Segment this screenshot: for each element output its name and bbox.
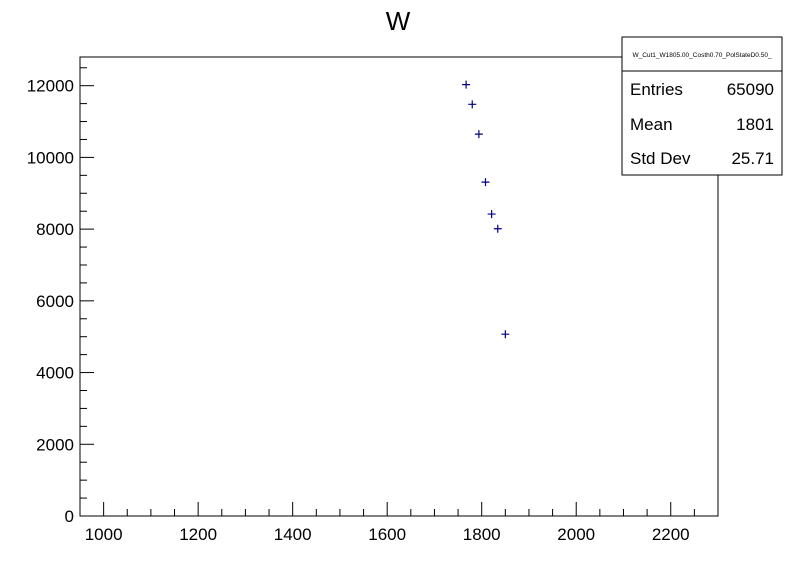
y-tick-label: 2000: [36, 435, 74, 454]
chart-title: W: [386, 6, 411, 36]
data-point: [493, 224, 502, 233]
stats-entries-value: 65090: [727, 80, 774, 99]
x-tick-label: 1200: [179, 525, 217, 544]
stats-box-frame: [621, 36, 783, 176]
stats-mean-label: Mean: [630, 115, 673, 134]
y-tick-label: 8000: [36, 220, 74, 239]
x-tick-label: 1800: [463, 525, 501, 544]
stats-entries-label: Entries: [630, 80, 683, 99]
y-axis: 0 2000 4000 6000 8000 10000 12000: [27, 67, 94, 526]
stats-stddev-label: Std Dev: [630, 149, 691, 168]
data-point: [462, 80, 471, 89]
data-point: [481, 178, 490, 187]
stats-box: W_Cut1_W1805.00_Costh0.70_PolStateD0.50_…: [621, 36, 783, 176]
y-tick-label: 6000: [36, 292, 74, 311]
x-tick-label: 2200: [652, 525, 690, 544]
data-point: [468, 100, 477, 109]
x-tick-label: 2000: [557, 525, 595, 544]
y-tick-label: 4000: [36, 364, 74, 383]
plot-frame: [79, 56, 719, 517]
x-axis: 1000 1200 1400 1600 1800 2000 2200: [79, 502, 719, 544]
stats-box-name: W_Cut1_W1805.00_Costh0.70_PolStateD0.50_: [632, 52, 772, 59]
data-point: [487, 210, 496, 219]
data-point: [501, 330, 510, 339]
x-tick-label: 1000: [85, 525, 123, 544]
stats-mean-value: 1801: [736, 115, 774, 134]
stats-stddev-value: 25.71: [731, 149, 774, 168]
x-tick-label: 1600: [368, 525, 406, 544]
data-points: [462, 80, 510, 339]
data-point: [474, 130, 483, 139]
y-tick-label: 12000: [27, 77, 74, 96]
y-tick-label: 10000: [27, 148, 74, 167]
y-tick-label: 0: [65, 507, 74, 526]
x-tick-label: 1400: [274, 525, 312, 544]
